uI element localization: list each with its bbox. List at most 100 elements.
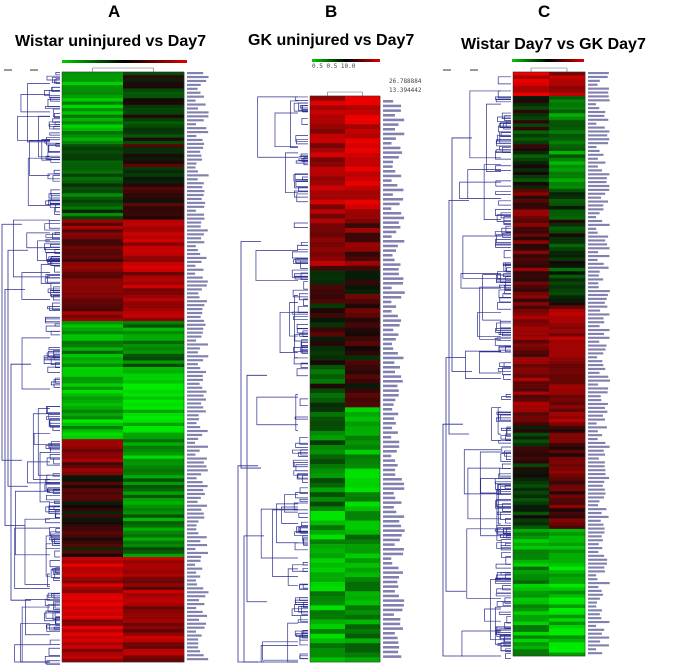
panel-b-heat-cell [345,397,381,403]
panel-a-dendrogram-branch [33,432,50,445]
panel-c-heat-cell [513,99,550,104]
panel-b-heat-cell [345,185,381,191]
panel-a-heat-cell [123,311,185,315]
panel-c-heat-cell [549,339,586,344]
panel-c-gene-label [588,356,598,359]
panel-a-heat-cell [62,435,124,440]
panel-a-gene-label [187,410,206,413]
panel-a-color-key [62,60,187,63]
panel-a-heat-cell [62,485,124,489]
panel-a-gene-label [187,488,204,492]
panel-a-heat-cell [62,357,124,361]
panel-a-gene-label [187,201,206,204]
panel-b-heat-cell [310,303,346,309]
panel-c-heat-cell [549,508,586,513]
panel-c-dendrogram-branch [494,239,511,246]
panel-c-heat-cell [549,357,586,361]
panel-c-gene-label [588,352,604,355]
panel-a-gene-label [187,587,204,590]
panel-c-gene-label [588,348,606,351]
panel-c-heat-cell [513,219,550,224]
panel-b-heat-cell [345,421,381,427]
panel-b-gene-label [383,608,403,612]
panel-a-gene-label [187,111,209,114]
panel-a-heat-cell [62,144,124,148]
panel-a-dendrogram-branch [49,444,60,451]
panel-c-heat-cell [513,504,550,509]
panel-c-heat-cell [513,635,550,640]
panel-b-heat-cell [310,586,346,592]
panel-a-heat-cell [62,521,124,525]
panel-c-heat-cell [549,133,586,138]
panel-c-dendrogram-branch [498,346,511,351]
panel-b-gene-label [383,478,402,481]
panel-c-heat-cell [513,491,550,495]
panel-a-heat-cell [123,304,185,309]
panel-b-heat-cell [345,605,381,611]
panel-a-heat-cell [123,101,185,106]
panel-a-heat-cell [62,153,124,158]
panel-c-dendrogram-branch [499,122,511,129]
panel-c-heat-cell [513,518,550,523]
panel-c-gene-label [588,301,605,304]
panel-c-heat-cell [513,216,550,221]
panel-c-heat-cell [513,607,550,612]
panel-c-heat-cell [549,137,586,142]
panel-c-dendrogram-branch [503,219,511,224]
panel-a-gene-label [187,567,203,570]
panel-c-heat-cell [513,563,550,567]
panel-b-dendrogram-branch [301,521,308,526]
panel-a-heat-cell [123,203,185,207]
panel-c-heat-cell [549,126,586,131]
panel-c-gene-label [588,336,610,339]
panel-b-heat-cell [345,312,381,318]
panel-a-heat-cell [123,357,185,361]
panel-a-heat-cell [123,435,185,440]
panel-c-heat-cell [549,374,586,379]
panel-a-dendrogram-branch [54,537,60,544]
panel-b-heat-cell [345,100,381,106]
panel-b-heat-cell [345,105,381,111]
panel-b-dendrogram-branch [299,526,308,533]
panel-a-heat-cell [123,642,185,646]
panel-b-heat-cell [310,511,346,517]
panel-b-heat-cell [345,426,381,432]
panel-b-gene-label [383,118,405,122]
panel-c-dendrogram-branch [498,284,511,288]
panel-c-gene-label [588,617,602,620]
panel-a-heat-cell [123,235,185,240]
panel-a-dendrogram-branch [52,118,60,123]
panel-c-heat-cell [513,546,550,550]
panel-c-dendrogram-branch [501,227,511,234]
panel-c-gene-label [588,103,597,106]
panel-a-heat-cell [62,609,124,614]
panel-c-gene-label [588,204,604,207]
panel-a-heat-cell [62,553,124,558]
panel-a-heat-cell [62,88,124,92]
panel-c-heat-cell [513,212,550,217]
panel-c-dendrogram-branch [500,642,511,651]
panel-b-gene-label [383,566,399,570]
panel-c-heat-cell [549,144,586,148]
panel-c-heat-cell [513,89,550,93]
panel-b-dendrogram-branch [291,608,308,617]
panel-c-heat-cell [549,157,586,162]
panel-a-heat-cell [62,655,124,660]
panel-c-dendrogram-branch [504,115,511,121]
panel-c-dendrogram-branch [495,150,511,160]
panel-a-gene-label [187,414,199,417]
panel-c-gene-label [588,142,609,145]
panel-c-heat-cell [513,394,550,399]
panel-a-dendrogram-branch [45,535,50,577]
panel-c-heat-cell [513,195,550,200]
panel-a-heat-cell [62,658,124,663]
panel-a-gene-label [187,127,207,130]
panel-c-heat-cell [513,552,550,557]
panel-b-dendrogram-branch [295,442,308,448]
panel-a-heat-cell [123,557,185,561]
panel-c-heat-cell [549,576,586,581]
panel-c-gene-label [588,589,602,592]
panel-c-heat-cell [549,333,586,337]
panel-b-dendrogram-branch [296,139,308,145]
panel-a-gene-label [187,233,204,236]
